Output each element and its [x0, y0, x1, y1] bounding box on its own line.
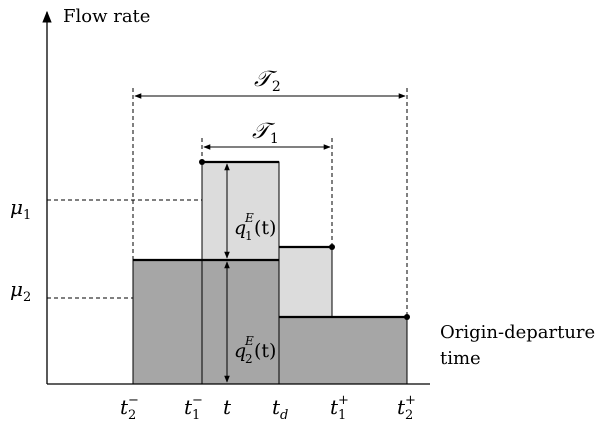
q1-annotation: q E 1 (t) — [234, 211, 276, 243]
svg-text:1: 1 — [338, 408, 346, 423]
svg-text:+: + — [405, 393, 416, 408]
svg-text:−: − — [192, 393, 203, 408]
tick-label-t2-plus: t +2 — [397, 393, 416, 423]
svg-text:E: E — [244, 211, 254, 225]
svg-text:2: 2 — [128, 408, 136, 423]
x-axis-label-line1: Origin-departure — [440, 322, 595, 343]
tick-label-t2-minus: t −2 — [120, 393, 139, 423]
x-axis-label-line2: time — [440, 348, 481, 369]
svg-text:1: 1 — [192, 408, 200, 423]
interval-T1-label: 𝒯1 — [252, 119, 279, 147]
region-flow2-under-flow1 — [201, 259, 280, 385]
svg-text:+: + — [338, 393, 349, 408]
interval-T2-label: 𝒯2 — [254, 67, 281, 95]
region-flow2-late — [278, 316, 408, 385]
q2-annotation: q E 2 (t) — [234, 334, 276, 366]
svg-text:d: d — [280, 408, 288, 423]
tick-label-t: t — [223, 395, 232, 419]
svg-text:t: t — [330, 395, 339, 419]
svg-text:2: 2 — [245, 352, 253, 366]
svg-text:E: E — [244, 334, 254, 348]
tick-label-t1-minus: t −1 — [184, 393, 203, 423]
svg-text:t: t — [397, 395, 406, 419]
svg-text:t: t — [272, 395, 281, 419]
svg-text:(t): (t) — [254, 340, 276, 362]
tick-label-t1-plus: t +1 — [330, 393, 349, 423]
mu2-label: μ2 — [10, 277, 31, 305]
y-axis-label: Flow rate — [63, 6, 150, 27]
mu1-label: μ1 — [10, 195, 31, 223]
svg-text:t: t — [223, 395, 232, 419]
flow2-end-dot — [404, 314, 410, 320]
svg-text:t: t — [120, 395, 129, 419]
svg-text:q: q — [234, 217, 246, 239]
svg-text:q: q — [234, 340, 246, 362]
svg-text:t: t — [184, 395, 193, 419]
svg-text:2: 2 — [405, 408, 413, 423]
svg-text:1: 1 — [245, 229, 253, 243]
region-t2minus-t1minus — [132, 259, 203, 385]
tick-labels: t −2 t −1 t t d t +1 t +2 — [120, 393, 416, 423]
region-flow1-late — [278, 246, 333, 318]
svg-text:−: − — [128, 393, 139, 408]
region-flow1-peak — [201, 161, 280, 261]
svg-text:(t): (t) — [254, 217, 276, 239]
